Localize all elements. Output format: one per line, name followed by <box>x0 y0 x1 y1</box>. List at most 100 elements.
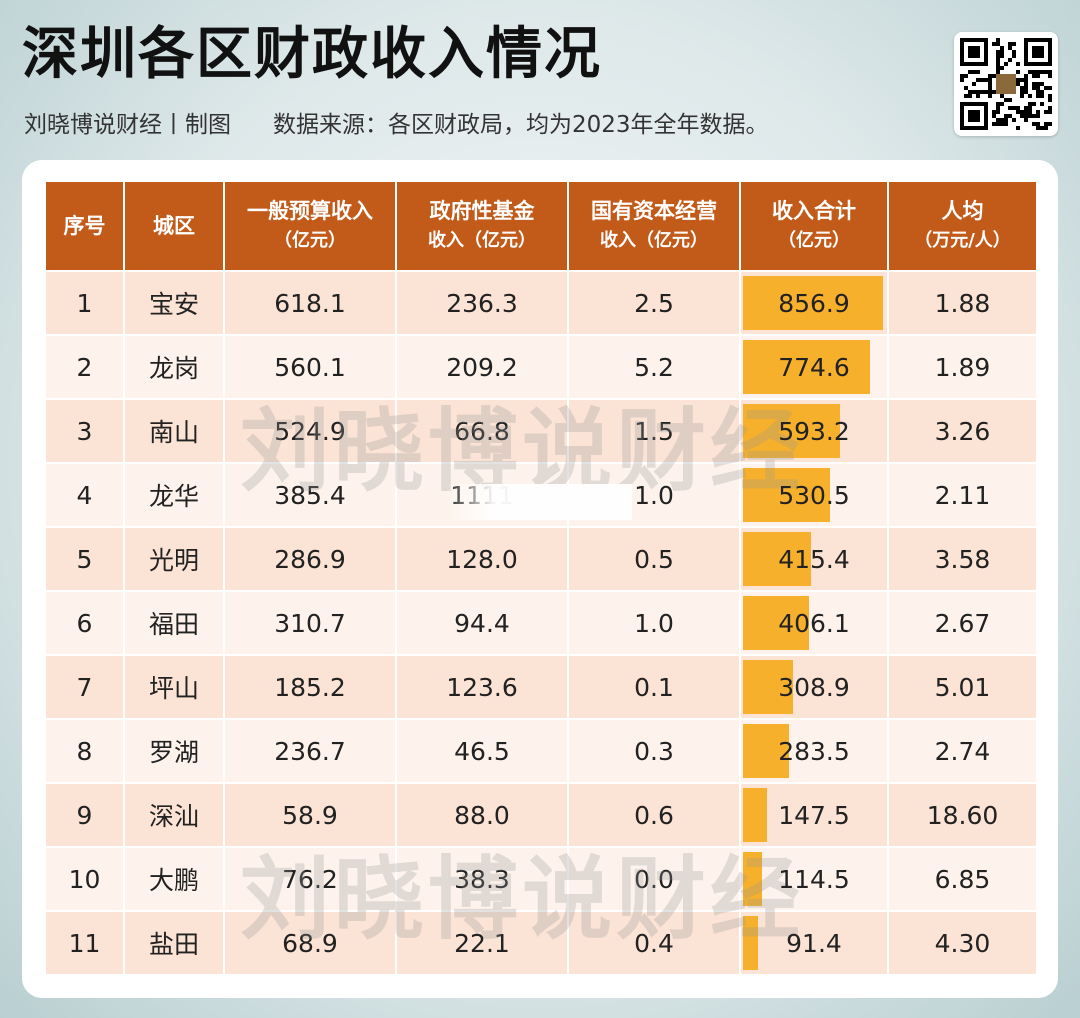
cell-total: 856.9 <box>739 270 888 335</box>
header-per_capita-line1: 人均 <box>941 199 984 223</box>
table-row: 1 宝安 618.1 236.3 2.5 856.9 1.88 <box>46 270 1036 335</box>
cell-general: 310.7 <box>223 590 396 655</box>
cell-per_capita: 3.58 <box>887 526 1036 591</box>
cell-per_capita: 2.74 <box>887 718 1036 783</box>
cell-idx: 6 <box>46 590 124 655</box>
cell-general: 68.9 <box>223 910 396 974</box>
total-bar <box>743 340 870 394</box>
cell-district: 罗湖 <box>123 718 224 783</box>
cell-per_capita: 2.67 <box>887 590 1036 655</box>
data-source: 数据来源：各区财政局，均为2023年全年数据。 <box>273 112 769 138</box>
total-value: 147.5 <box>778 800 850 830</box>
total-bar <box>743 276 883 330</box>
table-row: 6 福田 310.7 94.4 1.0 406.1 2.67 <box>46 590 1036 655</box>
cell-fund: 123.6 <box>395 654 568 719</box>
total-value: 283.5 <box>778 736 850 766</box>
header-state: 国有资本经营 收入（亿元） <box>567 182 740 271</box>
cell-per_capita: 5.01 <box>887 654 1036 719</box>
total-bar <box>743 404 840 458</box>
total-bar <box>743 596 810 650</box>
cell-general: 58.9 <box>223 782 396 847</box>
cell-idx: 2 <box>46 334 124 399</box>
cell-per_capita: 1.89 <box>887 334 1036 399</box>
cell-general: 185.2 <box>223 654 396 719</box>
cell-general: 286.9 <box>223 526 396 591</box>
cell-total: 530.5 <box>739 462 888 527</box>
total-value: 406.1 <box>778 608 850 638</box>
table-row: 7 坪山 185.2 123.6 0.1 308.9 5.01 <box>46 654 1036 719</box>
total-value: 856.9 <box>778 288 850 318</box>
header-district-line1: 城区 <box>153 214 195 238</box>
header-district: 城区 <box>123 182 224 271</box>
table-row: 10 大鹏 76.2 38.3 0.0 114.5 6.85 <box>46 846 1036 911</box>
cell-district: 大鹏 <box>123 846 224 911</box>
cell-general: 618.1 <box>223 270 396 335</box>
cell-idx: 9 <box>46 782 124 847</box>
cell-fund: 46.5 <box>395 718 568 783</box>
cell-per_capita: 3.26 <box>887 398 1036 463</box>
total-bar <box>743 788 768 842</box>
cell-fund: 22.1 <box>395 910 568 974</box>
cell-district: 深汕 <box>123 782 224 847</box>
cell-state: 1.0 <box>567 590 740 655</box>
cell-idx: 4 <box>46 462 124 527</box>
header-per_capita: 人均 （万元/人） <box>887 182 1036 271</box>
header-general: 一般预算收入 （亿元） <box>223 182 396 271</box>
subtitle: 刘晓博说财经丨制图 数据来源：各区财政局，均为2023年全年数据。 <box>24 110 769 140</box>
header-fund-line1: 政府性基金 <box>429 199 535 223</box>
cell-general: 236.7 <box>223 718 396 783</box>
cell-state: 0.4 <box>567 910 740 974</box>
cell-state: 5.2 <box>567 334 740 399</box>
cell-total: 91.4 <box>739 910 888 974</box>
total-value: 308.9 <box>778 672 850 702</box>
cell-general: 76.2 <box>223 846 396 911</box>
table-row: 11 盐田 68.9 22.1 0.4 91.4 4.30 <box>46 910 1036 974</box>
cell-idx: 1 <box>46 270 124 335</box>
total-value: 593.2 <box>778 416 850 446</box>
cell-district: 坪山 <box>123 654 224 719</box>
total-bar <box>743 724 790 778</box>
cell-district: 盐田 <box>123 910 224 974</box>
total-value: 530.5 <box>778 480 850 510</box>
cell-district: 南山 <box>123 398 224 463</box>
total-value: 114.5 <box>778 864 850 894</box>
cell-fund: 88.0 <box>395 782 568 847</box>
header-general-line2: （亿元） <box>274 230 346 251</box>
total-value: 774.6 <box>778 352 850 382</box>
total-bar <box>743 852 762 906</box>
cell-total: 415.4 <box>739 526 888 591</box>
table-row: 5 光明 286.9 128.0 0.5 415.4 3.58 <box>46 526 1036 591</box>
cell-idx: 10 <box>46 846 124 911</box>
cell-state: 1.5 <box>567 398 740 463</box>
cell-district: 宝安 <box>123 270 224 335</box>
header-general-line1: 一般预算收入 <box>247 199 373 223</box>
cell-idx: 11 <box>46 910 124 974</box>
total-bar <box>743 660 794 714</box>
table-row: 9 深汕 58.9 88.0 0.6 147.5 18.60 <box>46 782 1036 847</box>
cell-district: 龙岗 <box>123 334 224 399</box>
cell-idx: 5 <box>46 526 124 591</box>
cell-state: 0.6 <box>567 782 740 847</box>
image-artifact <box>446 484 632 520</box>
header-idx-line1: 序号 <box>63 214 106 238</box>
cell-total: 283.5 <box>739 718 888 783</box>
cell-state: 0.3 <box>567 718 740 783</box>
table-body: 1 宝安 618.1 236.3 2.5 856.9 1.88 2 龙岗 560.1 209.2 5.… <box>46 270 1036 974</box>
cell-state: 0.0 <box>567 846 740 911</box>
cell-state: 2.5 <box>567 270 740 335</box>
header-total-line1: 收入合计 <box>772 199 856 223</box>
total-bar <box>743 916 758 970</box>
header-total: 收入合计 （亿元） <box>739 182 888 271</box>
table-row: 3 南山 524.9 66.8 1.5 593.2 3.26 <box>46 398 1036 463</box>
cell-per_capita: 4.30 <box>887 910 1036 974</box>
page-title: 深圳各区财政收入情况 <box>22 22 602 87</box>
cell-state: 0.1 <box>567 654 740 719</box>
cell-total: 147.5 <box>739 782 888 847</box>
revenue-table: 序号 城区 一般预算收入 （亿元） 政府性基金 收入（亿元） 国有资本经营 收入（亿元） 收入合… <box>46 182 1036 974</box>
cell-district: 光明 <box>123 526 224 591</box>
qr-code-icon <box>954 32 1058 136</box>
cell-district: 福田 <box>123 590 224 655</box>
header-fund-line2: 收入（亿元） <box>428 230 536 251</box>
total-bar <box>743 532 811 586</box>
total-value: 91.4 <box>786 928 842 958</box>
